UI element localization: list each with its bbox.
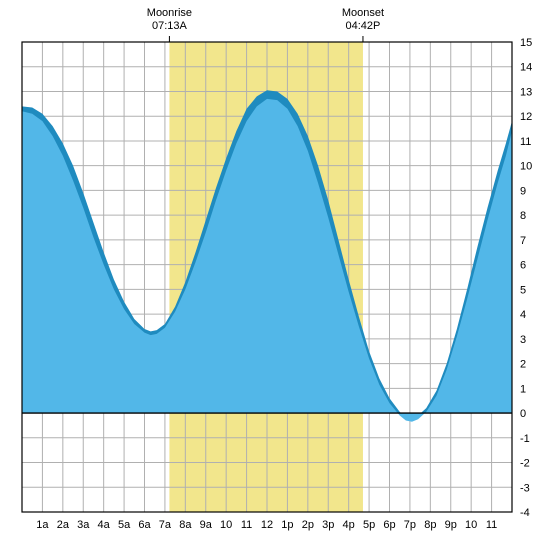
y-tick-label: 1	[520, 383, 526, 395]
x-tick-label: 7a	[159, 519, 172, 531]
x-tick-label: 9a	[200, 519, 213, 531]
x-tick-label: 9p	[445, 519, 457, 531]
chart-svg: 1a2a3a4a5a6a7a8a9a1011121p2p3p4p5p6p7p8p…	[0, 0, 550, 550]
y-tick-label: 4	[520, 309, 526, 321]
y-tick-label: 12	[520, 111, 532, 123]
x-tick-label: 10	[220, 519, 232, 531]
moonset-time: 04:42P	[346, 20, 381, 32]
x-tick-label: 6p	[383, 519, 395, 531]
x-tick-label: 11	[241, 519, 252, 531]
x-tick-label: 3a	[77, 519, 90, 531]
y-tick-label: -1	[520, 433, 530, 445]
y-tick-label: 14	[520, 62, 532, 74]
y-tick-label: 0	[520, 408, 526, 420]
x-tick-label: 4p	[343, 519, 355, 531]
x-tick-label: 8a	[179, 519, 192, 531]
x-tick-label: 4a	[98, 519, 111, 531]
y-tick-label: 9	[520, 185, 526, 197]
y-tick-label: 7	[520, 235, 526, 247]
y-tick-label: 11	[520, 136, 531, 148]
y-tick-label: 2	[520, 359, 526, 371]
x-tick-label: 5p	[363, 519, 375, 531]
y-tick-label: 13	[520, 86, 532, 98]
y-tick-label: 15	[520, 37, 532, 49]
x-tick-label: 8p	[424, 519, 436, 531]
x-tick-label: 3p	[322, 519, 334, 531]
moonrise-label: Moonrise	[147, 7, 192, 19]
y-tick-label: 5	[520, 284, 526, 296]
y-tick-label: 6	[520, 260, 526, 272]
y-tick-label: -4	[520, 507, 530, 519]
y-tick-label: -2	[520, 458, 530, 470]
y-tick-label: 10	[520, 161, 532, 173]
x-tick-label: 11	[486, 519, 497, 531]
y-tick-label: 3	[520, 334, 526, 346]
x-tick-label: 2a	[57, 519, 70, 531]
moonset-label: Moonset	[342, 7, 384, 19]
x-tick-label: 6a	[138, 519, 151, 531]
x-tick-label: 10	[465, 519, 477, 531]
x-tick-label: 1a	[36, 519, 49, 531]
x-tick-label: 1p	[281, 519, 293, 531]
moonrise-time: 07:13A	[152, 20, 188, 32]
tide-chart: 1a2a3a4a5a6a7a8a9a1011121p2p3p4p5p6p7p8p…	[0, 0, 550, 550]
x-tick-label: 2p	[302, 519, 314, 531]
x-tick-label: 12	[261, 519, 273, 531]
y-tick-label: 8	[520, 210, 526, 222]
y-tick-label: -3	[520, 482, 530, 494]
x-tick-label: 7p	[404, 519, 416, 531]
x-tick-label: 5a	[118, 519, 131, 531]
